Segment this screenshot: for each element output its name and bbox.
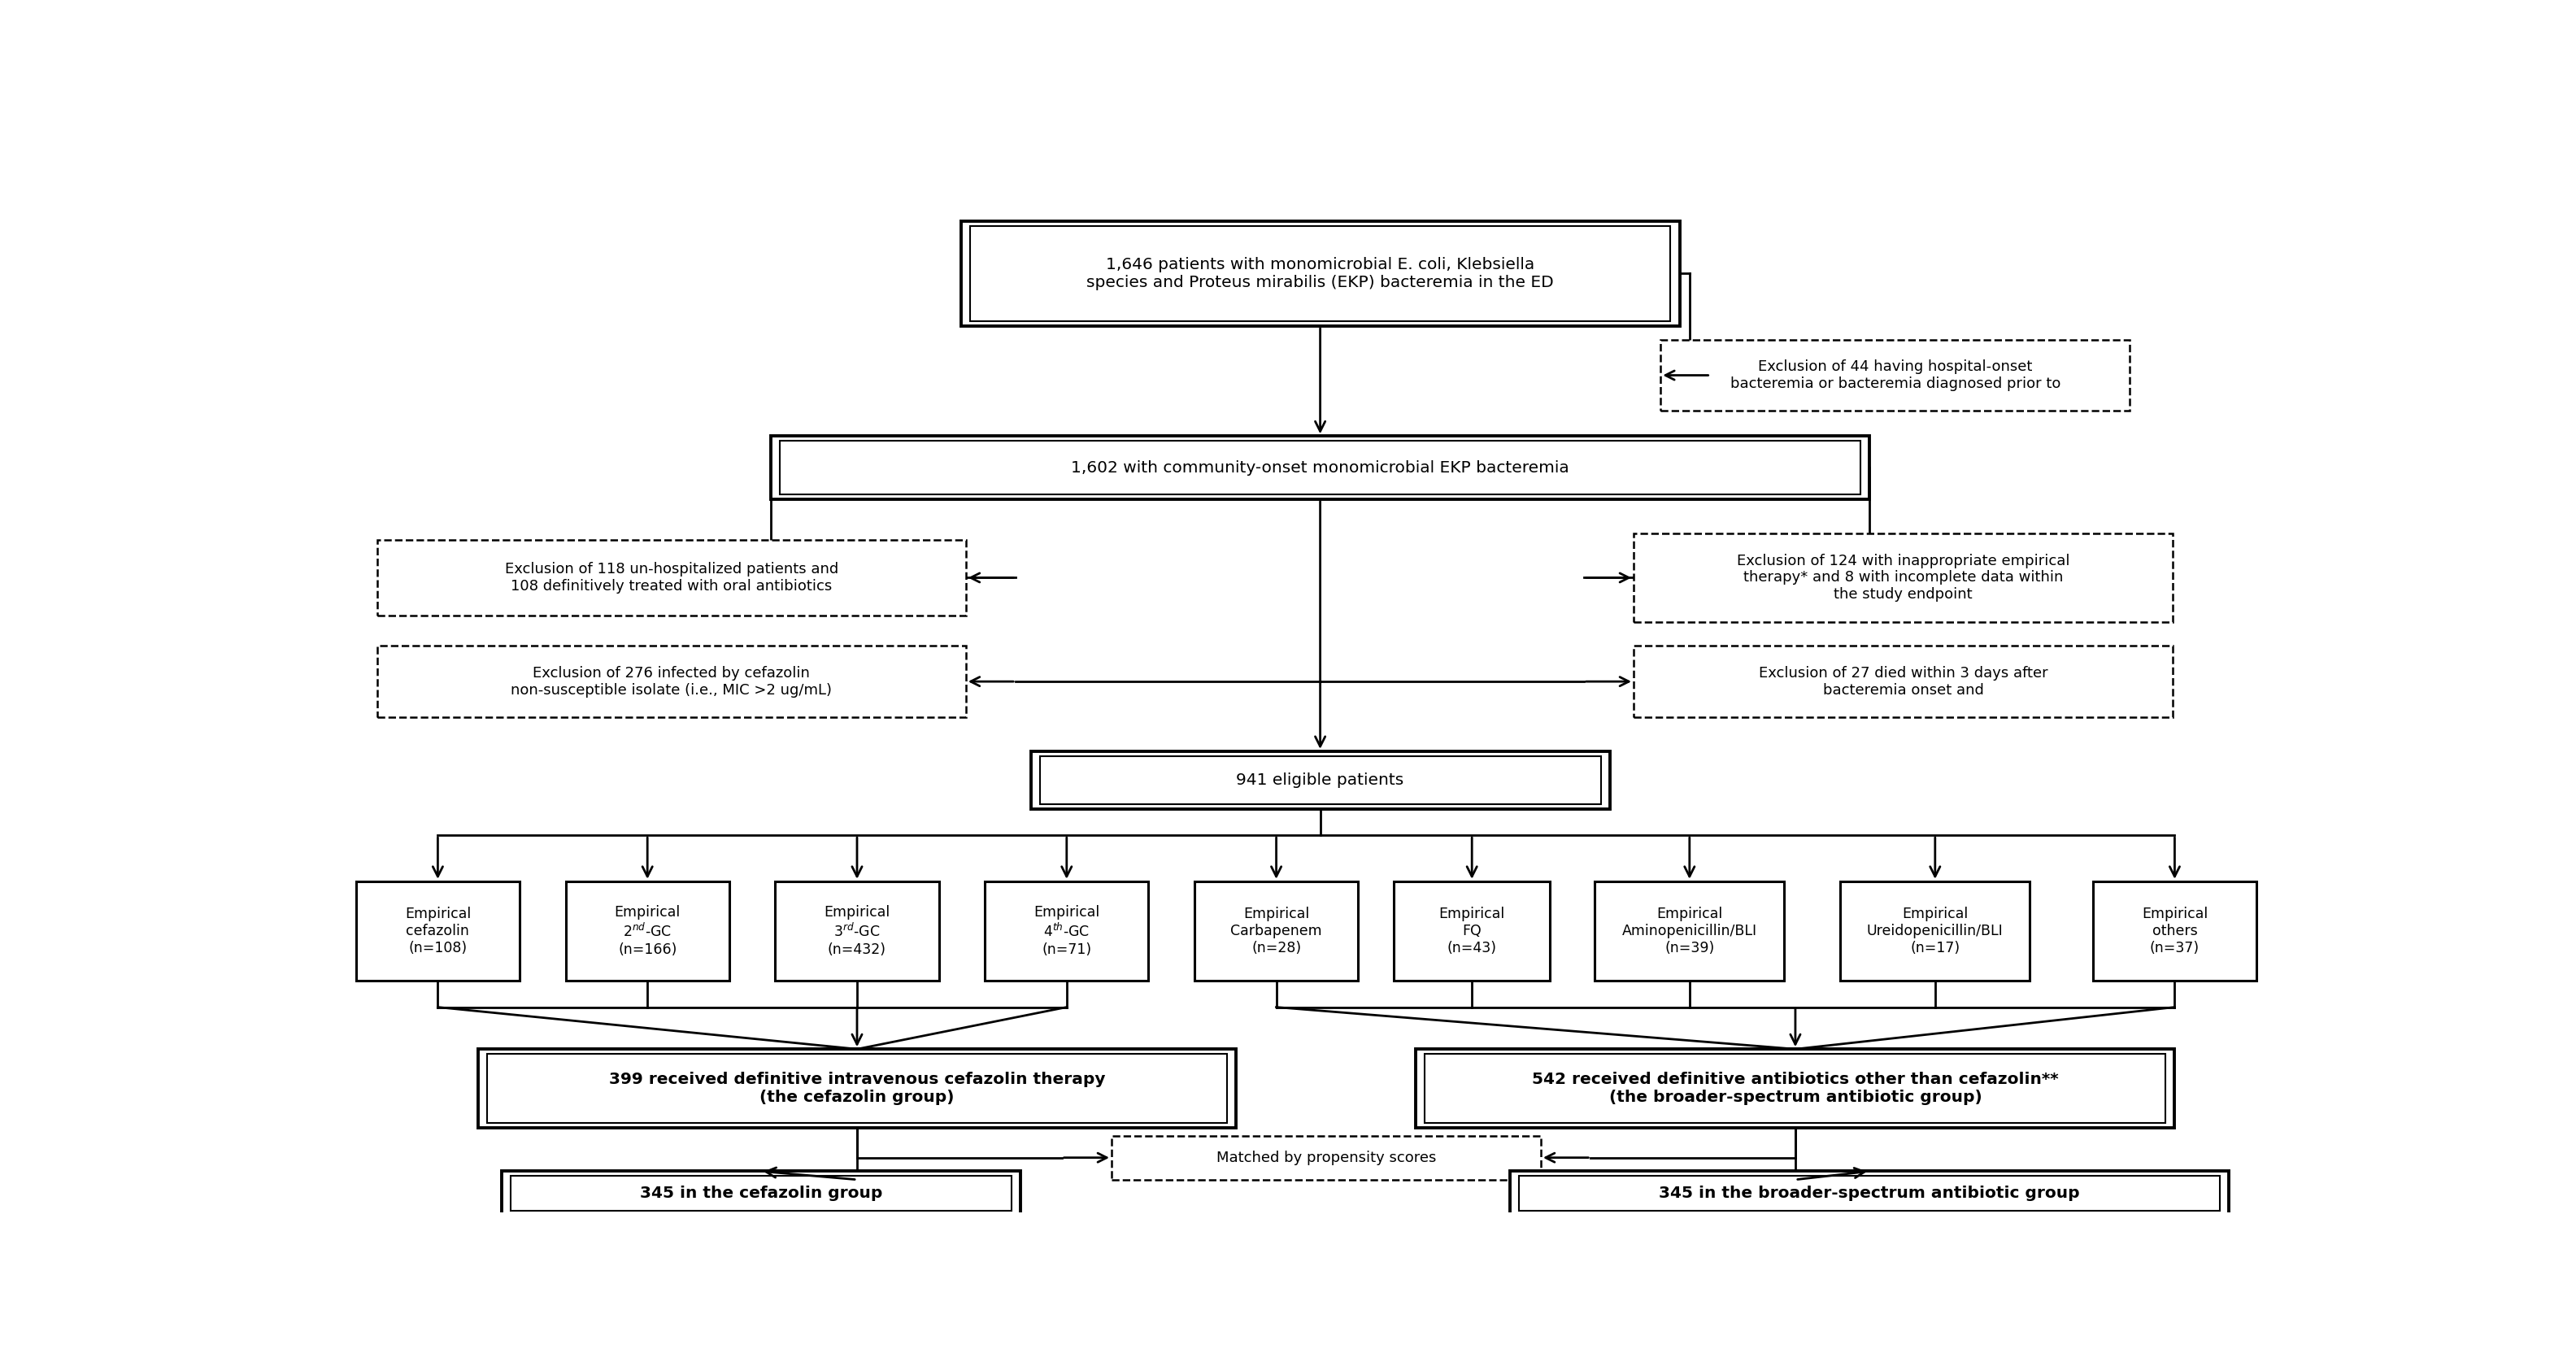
Text: Exclusion of 276 infected by cefazolin
non-susceptible isolate (i.e., MIC >2 ug/: Exclusion of 276 infected by cefazolin n… xyxy=(510,666,832,697)
Text: Exclusion of 118 un-hospitalized patients and
108 definitively treated with oral: Exclusion of 118 un-hospitalized patient… xyxy=(505,563,837,594)
Text: Empirical
2$^{nd}$-GC
(n=166): Empirical 2$^{nd}$-GC (n=166) xyxy=(616,906,680,957)
Text: Exclusion of 44 having hospital-onset
bacteremia or bacteremia diagnosed prior t: Exclusion of 44 having hospital-onset ba… xyxy=(1731,360,2061,391)
FancyBboxPatch shape xyxy=(1595,881,1785,981)
FancyBboxPatch shape xyxy=(1510,1171,2228,1215)
FancyBboxPatch shape xyxy=(1394,881,1551,981)
FancyBboxPatch shape xyxy=(781,441,1860,494)
FancyBboxPatch shape xyxy=(1030,752,1610,809)
FancyBboxPatch shape xyxy=(477,1049,1236,1128)
Text: 542 received definitive antibiotics other than cefazolin**
(the broader-spectrum: 542 received definitive antibiotics othe… xyxy=(1533,1072,2058,1105)
Text: Empirical
others
(n=37): Empirical others (n=37) xyxy=(2141,907,2208,955)
FancyBboxPatch shape xyxy=(1041,756,1600,804)
Text: Empirical
4$^{th}$-GC
(n=71): Empirical 4$^{th}$-GC (n=71) xyxy=(1033,906,1100,957)
FancyBboxPatch shape xyxy=(969,226,1672,321)
FancyBboxPatch shape xyxy=(984,881,1149,981)
FancyBboxPatch shape xyxy=(2092,881,2257,981)
Text: Empirical
3$^{rd}$-GC
(n=432): Empirical 3$^{rd}$-GC (n=432) xyxy=(824,906,891,957)
Text: Empirical
Ureidopenicillin/BLI
(n=17): Empirical Ureidopenicillin/BLI (n=17) xyxy=(1868,907,2004,955)
FancyBboxPatch shape xyxy=(1839,881,2030,981)
Text: 345 in the broader-spectrum antibiotic group: 345 in the broader-spectrum antibiotic g… xyxy=(1659,1185,2079,1201)
FancyBboxPatch shape xyxy=(376,646,966,718)
FancyBboxPatch shape xyxy=(1425,1054,2166,1124)
FancyBboxPatch shape xyxy=(770,436,1870,498)
FancyBboxPatch shape xyxy=(1195,881,1358,981)
FancyBboxPatch shape xyxy=(961,221,1680,326)
FancyBboxPatch shape xyxy=(487,1054,1226,1124)
Text: 941 eligible patients: 941 eligible patients xyxy=(1236,772,1404,787)
Text: Matched by propensity scores: Matched by propensity scores xyxy=(1216,1151,1435,1165)
FancyBboxPatch shape xyxy=(376,539,966,616)
FancyBboxPatch shape xyxy=(1662,339,2130,411)
Text: 399 received definitive intravenous cefazolin therapy
(the cefazolin group): 399 received definitive intravenous cefa… xyxy=(608,1072,1105,1105)
FancyBboxPatch shape xyxy=(1633,533,2172,622)
Text: Empirical
cefazolin
(n=108): Empirical cefazolin (n=108) xyxy=(404,907,471,955)
FancyBboxPatch shape xyxy=(1520,1175,2221,1211)
FancyBboxPatch shape xyxy=(1113,1136,1540,1179)
FancyBboxPatch shape xyxy=(1417,1049,2174,1128)
FancyBboxPatch shape xyxy=(1633,646,2172,718)
FancyBboxPatch shape xyxy=(510,1175,1012,1211)
Text: Empirical
FQ
(n=43): Empirical FQ (n=43) xyxy=(1440,907,1504,955)
FancyBboxPatch shape xyxy=(502,1171,1020,1215)
Text: Exclusion of 124 with inappropriate empirical
therapy* and 8 with incomplete dat: Exclusion of 124 with inappropriate empi… xyxy=(1736,553,2069,602)
Text: 345 in the cefazolin group: 345 in the cefazolin group xyxy=(639,1185,884,1201)
FancyBboxPatch shape xyxy=(775,881,938,981)
Text: Empirical
Aminopenicillin/BLI
(n=39): Empirical Aminopenicillin/BLI (n=39) xyxy=(1623,907,1757,955)
Text: 1,646 patients with monomicrobial E. coli, Klebsiella
species and Proteus mirabi: 1,646 patients with monomicrobial E. col… xyxy=(1087,257,1553,290)
Text: 1,602 with community-onset monomicrobial EKP bacteremia: 1,602 with community-onset monomicrobial… xyxy=(1072,460,1569,475)
FancyBboxPatch shape xyxy=(567,881,729,981)
Text: Empirical
Carbapenem
(n=28): Empirical Carbapenem (n=28) xyxy=(1231,907,1321,955)
FancyBboxPatch shape xyxy=(355,881,520,981)
Text: Exclusion of 27 died within 3 days after
bacteremia onset and: Exclusion of 27 died within 3 days after… xyxy=(1759,666,2048,697)
